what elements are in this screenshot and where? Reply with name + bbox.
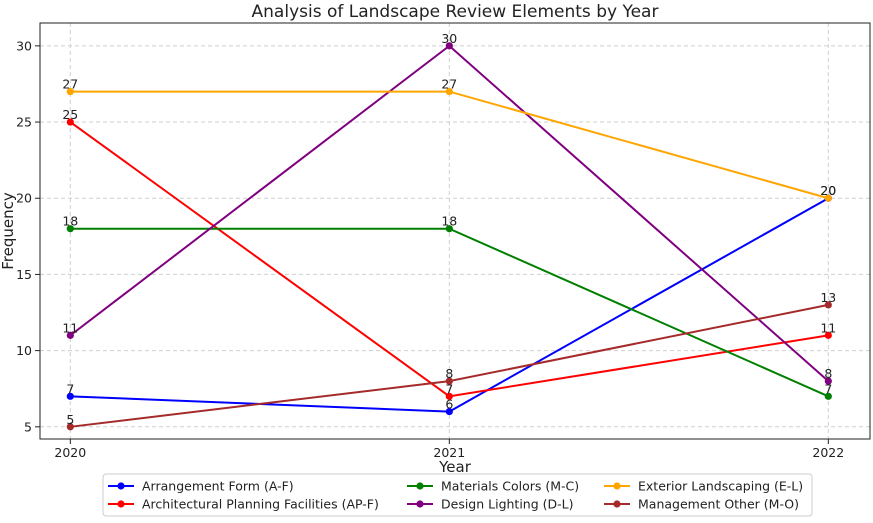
series-group — [66, 42, 832, 385]
data-label: 11 — [62, 320, 78, 335]
legend-entry: Design Lighting (D-L) — [441, 497, 573, 512]
legend-swatch-marker — [416, 482, 424, 490]
data-point — [445, 377, 453, 385]
plot-frame — [39, 22, 871, 440]
legend-entry: Management Other (M-O) — [638, 497, 799, 512]
data-label: 11 — [820, 320, 836, 335]
data-point — [824, 392, 832, 400]
series-group — [66, 87, 832, 202]
data-label: 18 — [62, 214, 78, 229]
x-tick-label: 2021 — [433, 445, 465, 460]
legend-swatch-marker — [117, 500, 125, 508]
legend-swatch-marker — [613, 482, 621, 490]
data-point — [66, 392, 74, 400]
legend-entry: Materials Colors (M-C) — [441, 479, 579, 494]
y-tick-label: 5 — [24, 419, 32, 434]
data-label: 18 — [441, 214, 457, 229]
data-label: 20 — [820, 183, 836, 198]
legend-entry: Architectural Planning Facilities (AP-F) — [142, 497, 379, 512]
data-point — [66, 331, 74, 339]
x-tick-label: 2020 — [54, 445, 86, 460]
series-group — [66, 225, 832, 400]
y-axis-label: Frequency — [0, 192, 17, 270]
data-point — [445, 87, 453, 96]
x-tick-label: 2022 — [812, 445, 844, 460]
legend-entry: Arrangement Form (A-F) — [142, 479, 294, 494]
data-point — [445, 392, 453, 400]
data-label: 27 — [441, 77, 457, 92]
data-point — [66, 225, 74, 233]
data-label: 8 — [824, 366, 832, 381]
legend-entry: Exterior Landscaping (E-L) — [638, 479, 803, 494]
data-label: 20 — [820, 183, 836, 198]
y-tick-label: 20 — [16, 191, 32, 206]
data-point — [824, 331, 832, 339]
legend-swatch-marker — [613, 500, 621, 508]
axes: 2020 2021 2022 5 10 15 20 25 30 — [16, 38, 844, 460]
data-point — [824, 194, 832, 202]
data-point — [66, 118, 74, 126]
data-label: 8 — [445, 366, 453, 381]
grid — [40, 23, 870, 439]
data-point — [824, 301, 832, 309]
y-tick-label: 10 — [16, 343, 32, 358]
data-label: 7 — [824, 381, 832, 396]
series-group — [66, 301, 832, 431]
data-point — [445, 225, 453, 233]
data-point — [445, 42, 453, 50]
y-tick-label: 30 — [16, 38, 32, 53]
data-label: 27 — [62, 77, 78, 92]
data-label: 5 — [66, 412, 74, 427]
data-label: 6 — [445, 397, 453, 412]
data-point — [824, 377, 832, 385]
series-group — [66, 118, 832, 400]
data-point — [445, 407, 453, 416]
data-label: 25 — [62, 107, 78, 122]
data-point — [66, 423, 74, 431]
x-axis-label: Year — [438, 458, 472, 476]
data-label: 13 — [820, 290, 836, 305]
data-point — [66, 87, 74, 96]
y-tick-label: 25 — [16, 115, 32, 130]
data-label: 7 — [445, 381, 453, 396]
legend-swatch-marker — [416, 500, 424, 508]
chart-title: Analysis of Landscape Review Elements by… — [252, 2, 659, 22]
legend: Arrangement Form (A-F) Architectural Plan… — [102, 473, 813, 517]
legend-box — [102, 473, 813, 517]
data-label: 7 — [66, 381, 74, 396]
legend-swatch-marker — [117, 482, 125, 490]
data-label: 30 — [441, 31, 457, 46]
y-tick-label: 15 — [16, 267, 32, 282]
